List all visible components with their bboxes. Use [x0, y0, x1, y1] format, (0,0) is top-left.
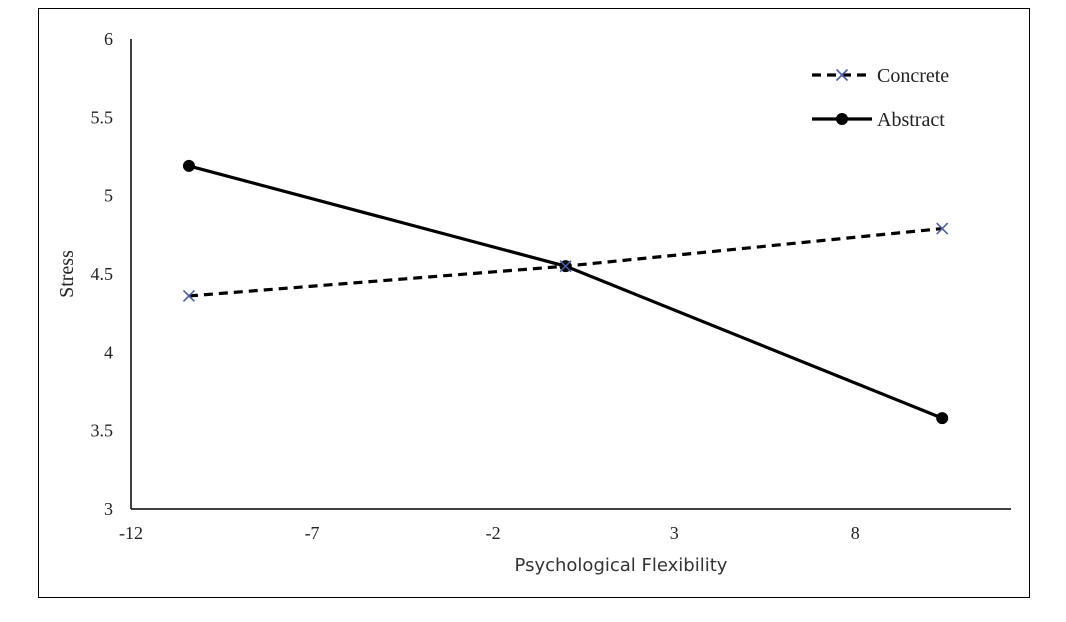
- data-point-abstract: [936, 412, 949, 425]
- legend-item-concrete: Concrete: [812, 65, 949, 87]
- legend-marker-symbol: [836, 113, 848, 125]
- data-point-concrete: [559, 260, 572, 273]
- y-tick-label: 3: [104, 499, 113, 519]
- legend-item-abstract: Abstract: [812, 109, 945, 131]
- y-tick-label: 4: [104, 342, 113, 362]
- x-tick-label: -7: [305, 523, 320, 543]
- x-tick-label: 3: [670, 523, 679, 543]
- y-tick-label: 3.5: [91, 421, 114, 441]
- data-point-concrete: [182, 289, 196, 302]
- y-tick-label: 5.5: [91, 107, 114, 127]
- axes: [130, 39, 1011, 510]
- x-tick-labels: -12 -7 -2 3 8: [119, 523, 860, 543]
- legend-marker-concrete: [835, 68, 849, 82]
- series-group: [182, 159, 949, 425]
- chart-frame: 3 3.5 4 4.5 5 5.5 6 -12 -7 -2 3 8 Stress Psycholog…: [38, 8, 1030, 598]
- x-axis-title: Psychological Flexibility: [515, 555, 728, 576]
- legend: Concrete Abstract: [812, 65, 949, 131]
- y-tick-label: 6: [104, 29, 113, 49]
- x-tick-label: -2: [486, 523, 501, 543]
- y-tick-label: 5: [104, 186, 113, 206]
- legend-marker-symbol: [835, 68, 849, 82]
- line-chart: 3 3.5 4 4.5 5 5.5 6 -12 -7 -2 3 8 Stress Psycholog…: [56, 29, 1011, 576]
- legend-label-concrete: Concrete: [877, 65, 949, 87]
- x-tick-label: 8: [851, 523, 860, 543]
- x-tick-label: -12: [119, 523, 143, 543]
- data-point-concrete: [936, 222, 949, 235]
- data-point-abstract: [182, 159, 195, 172]
- series-line-abstract: [188, 164, 943, 420]
- legend-marker-abstract: [836, 113, 848, 125]
- legend-label-abstract: Abstract: [877, 109, 945, 131]
- y-axis-title: Stress: [56, 250, 78, 298]
- y-tick-label: 4.5: [91, 264, 114, 284]
- y-tick-labels: 3 3.5 4 4.5 5 5.5 6: [91, 29, 114, 519]
